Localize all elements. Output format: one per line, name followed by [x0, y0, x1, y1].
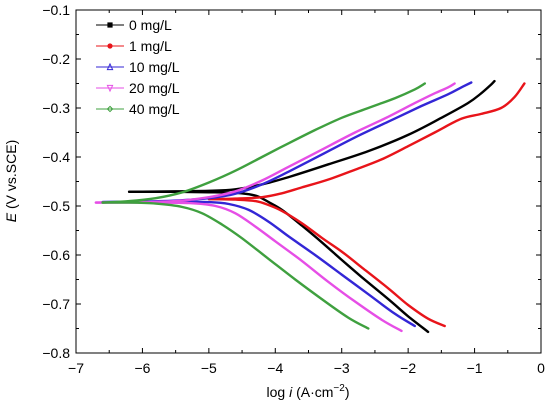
series-3 [94, 82, 456, 333]
ticks-layer [75, 9, 542, 354]
legend-marker [106, 105, 114, 113]
series-line-cathodic [101, 200, 416, 328]
y-tick-label: −0.6 [42, 247, 70, 263]
y-tick-label: −0.2 [42, 51, 70, 67]
legend-entry: 10 mg/L [96, 59, 180, 75]
legend: 0 mg/L 1 mg/L 10 mg/L 20 mg/L 40 mg/L [96, 17, 180, 117]
legend-entry: 20 mg/L [96, 80, 180, 96]
legend-marker [106, 84, 114, 93]
legend-label: 0 mg/L [129, 17, 172, 33]
x-axis-title-exp: −2 [333, 383, 345, 394]
y-tick-label: −0.3 [42, 100, 70, 116]
legend-label: 1 mg/L [129, 38, 172, 54]
x-tick-label: −6 [134, 360, 150, 376]
x-tick-label: 0 [537, 360, 545, 376]
series-line-cathodic [127, 190, 430, 334]
x-axis-title-unit: (A·cm [292, 384, 333, 400]
y-tick-label: −0.5 [42, 198, 70, 214]
legend-entry: 40 mg/L [96, 101, 180, 117]
series-line-anodic [94, 82, 456, 204]
legend-marker [107, 22, 113, 28]
legend-entry: 1 mg/L [96, 38, 172, 54]
series-line-anodic [207, 82, 526, 201]
x-tick-label: −4 [267, 360, 283, 376]
x-axis-title-close: ) [345, 384, 350, 400]
y-axis-title-var: E [3, 212, 19, 222]
legend-marker [107, 43, 113, 49]
x-tick-label: −2 [400, 360, 416, 376]
x-tick-label: −3 [334, 360, 350, 376]
curves-layer [94, 79, 526, 334]
y-tick-label: −0.8 [42, 345, 70, 361]
x-axis-title-var: i [289, 384, 293, 400]
y-axis-title: E (V vs.SCE) [3, 140, 19, 222]
tick-labels-layer: −7 −6 −5 −4 −3 −2 −1 0 −0.8 −0.7 −0.6 −0.5 −0.4 −0.3 −… [42, 2, 545, 376]
series-1 [207, 82, 526, 328]
x-tick-label: −1 [467, 360, 483, 376]
x-axis-title-prefix: log [267, 384, 290, 400]
y-tick-label: −0.4 [42, 149, 70, 165]
x-axis-title: log i (A·cm−2) [267, 383, 350, 400]
series-line-anodic [127, 79, 496, 193]
series-line-cathodic [101, 201, 370, 330]
series-4 [101, 82, 426, 330]
x-tick-label: −7 [68, 360, 84, 376]
legend-label: 10 mg/L [129, 59, 180, 75]
legend-entry: 0 mg/L [96, 17, 172, 33]
x-tick-label: −5 [201, 360, 217, 376]
series-line-cathodic [207, 197, 446, 328]
series-line-anodic [101, 82, 426, 204]
y-axis-title-unit: (V vs.SCE) [3, 140, 19, 213]
legend-label: 40 mg/L [129, 101, 180, 117]
legend-marker [106, 62, 114, 71]
y-tick-label: −0.7 [42, 296, 70, 312]
y-tick-label: −0.1 [42, 2, 70, 18]
series-line-cathodic [94, 201, 403, 333]
legend-label: 20 mg/L [129, 80, 180, 96]
